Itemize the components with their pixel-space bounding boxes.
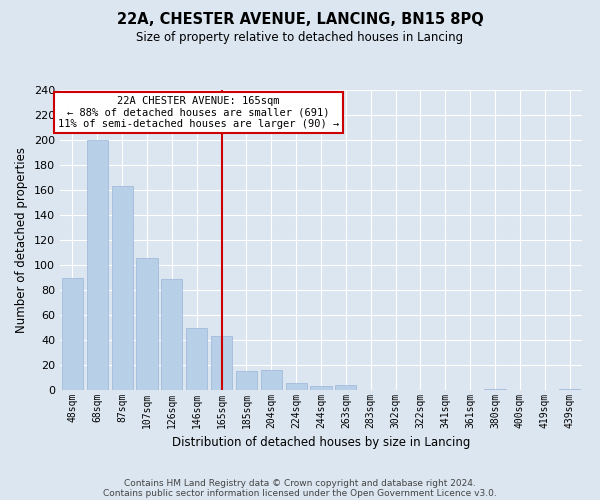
Bar [236, 371, 257, 390]
Bar [484, 389, 506, 390]
Bar [186, 328, 207, 390]
Bar [161, 279, 182, 390]
Bar [62, 278, 83, 390]
Y-axis label: Number of detached properties: Number of detached properties [16, 147, 28, 333]
Text: Contains HM Land Registry data © Crown copyright and database right 2024.: Contains HM Land Registry data © Crown c… [124, 478, 476, 488]
Text: Contains public sector information licensed under the Open Government Licence v3: Contains public sector information licen… [103, 488, 497, 498]
Bar [136, 258, 158, 390]
Text: Size of property relative to detached houses in Lancing: Size of property relative to detached ho… [136, 31, 464, 44]
Bar [112, 186, 133, 390]
Text: 22A CHESTER AVENUE: 165sqm
← 88% of detached houses are smaller (691)
11% of sem: 22A CHESTER AVENUE: 165sqm ← 88% of deta… [58, 96, 339, 129]
Bar [261, 370, 282, 390]
Bar [211, 336, 232, 390]
X-axis label: Distribution of detached houses by size in Lancing: Distribution of detached houses by size … [172, 436, 470, 450]
Text: 22A, CHESTER AVENUE, LANCING, BN15 8PQ: 22A, CHESTER AVENUE, LANCING, BN15 8PQ [116, 12, 484, 28]
Bar [559, 389, 580, 390]
Bar [310, 386, 332, 390]
Bar [286, 382, 307, 390]
Bar [335, 385, 356, 390]
Bar [87, 140, 108, 390]
